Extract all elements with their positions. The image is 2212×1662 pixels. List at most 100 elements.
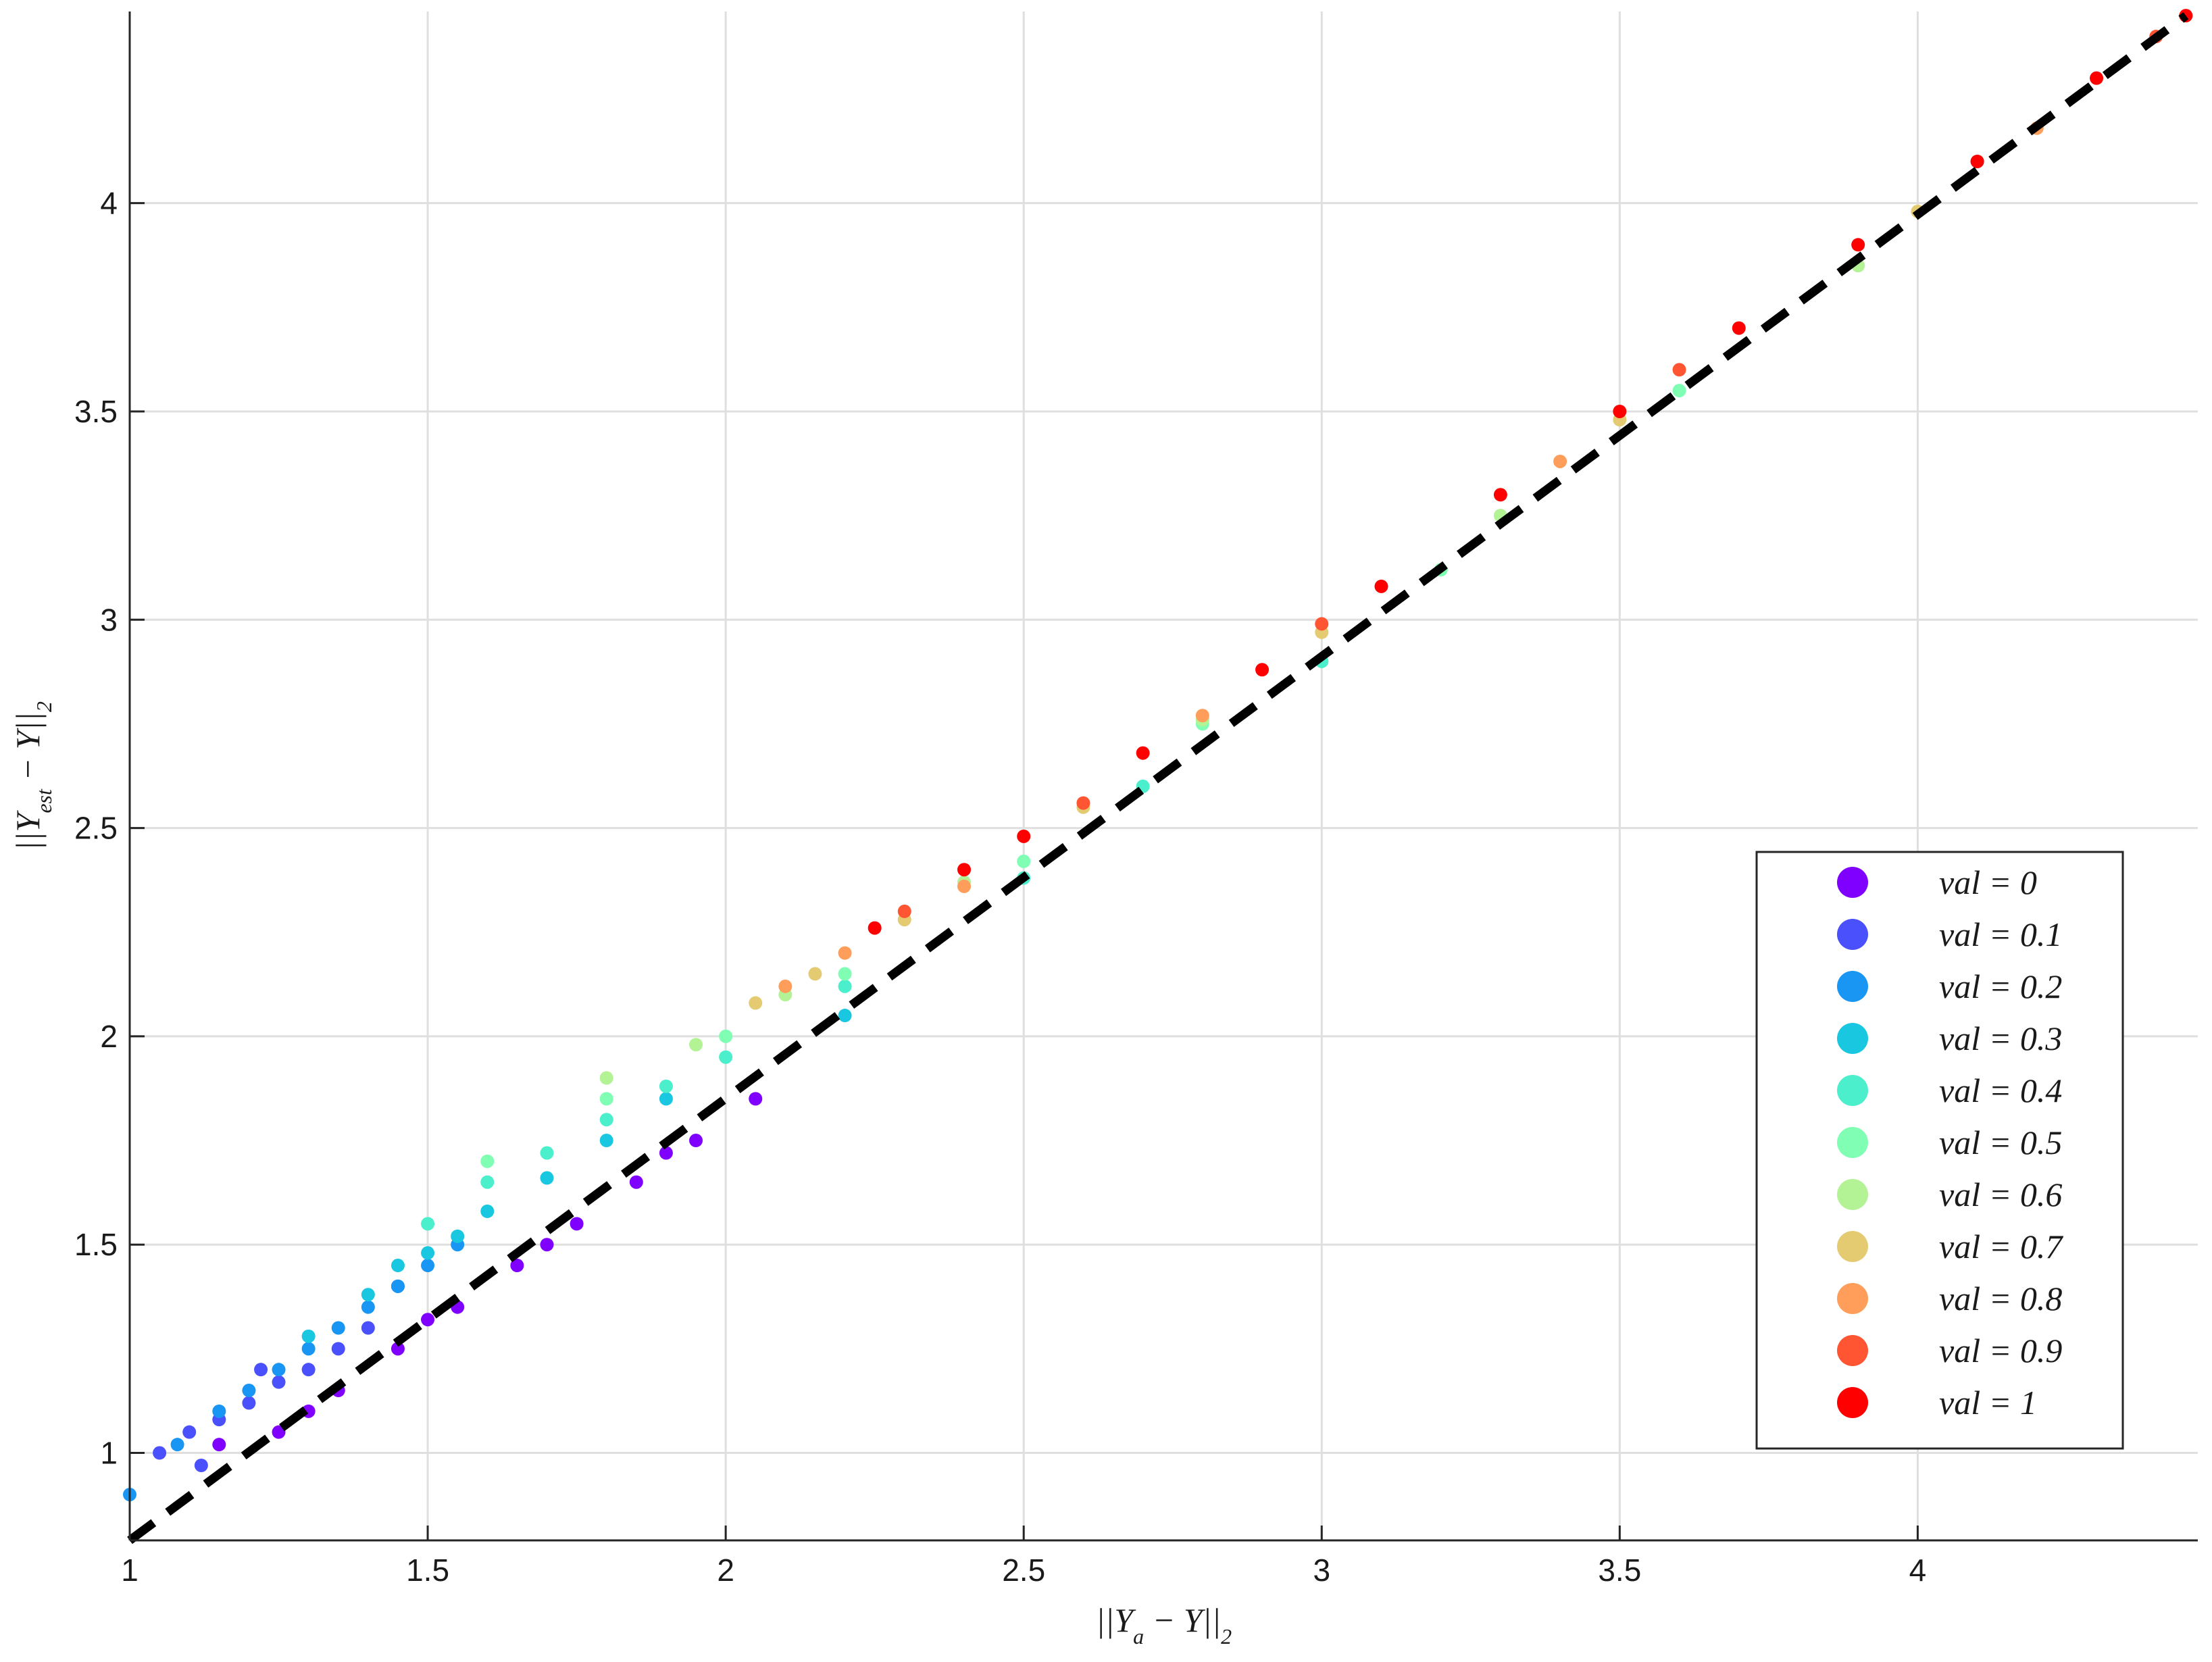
point — [719, 1050, 733, 1064]
legend-label: val = 0.4 — [1939, 1072, 2062, 1109]
legend-marker — [1837, 1335, 1868, 1366]
point — [1017, 829, 1031, 843]
point — [480, 1204, 495, 1218]
point — [194, 1459, 208, 1473]
x-tick-label: 3 — [1313, 1553, 1330, 1588]
point — [1136, 746, 1150, 760]
point — [301, 1342, 316, 1356]
y-axis-label: ||Yest − Y||2 — [9, 701, 56, 851]
point — [391, 1279, 405, 1293]
point — [331, 1342, 345, 1356]
point — [540, 1171, 554, 1185]
point — [749, 1092, 763, 1106]
legend-label: val = 0.1 — [1939, 915, 2062, 953]
legend-label: val = 0.3 — [1939, 1019, 2062, 1057]
legend-label: val = 0.5 — [1939, 1124, 2062, 1161]
x-tick-label: 1 — [121, 1553, 139, 1588]
point — [510, 1259, 524, 1273]
point — [1672, 384, 1686, 398]
axes-layer: 1 1.5 2 2.5 3 3.5 4 1 1.5 2 2.5 3 3.5 4 ||Ya − Y||2 ||Y… — [9, 11, 2198, 1648]
y-tick-label: 1.5 — [74, 1227, 118, 1262]
x-tick-label: 1.5 — [406, 1553, 449, 1588]
y-tick-label: 2 — [100, 1019, 118, 1054]
x-axis-label: ||Ya − Y||2 — [1096, 1601, 1232, 1648]
point — [301, 1363, 316, 1377]
x-tick-label: 3.5 — [1598, 1553, 1641, 1588]
point — [182, 1425, 197, 1439]
reference-line — [127, 11, 2189, 1544]
point — [659, 1146, 673, 1160]
point — [749, 996, 763, 1010]
legend-marker — [1837, 1075, 1868, 1106]
point — [480, 1154, 495, 1168]
point — [480, 1175, 495, 1189]
point — [212, 1438, 226, 1452]
point — [599, 1092, 613, 1106]
point — [254, 1363, 268, 1377]
x-axis-label-part: a — [1133, 1624, 1144, 1648]
y-tick-label: 1 — [100, 1436, 118, 1471]
grid-layer — [128, 11, 2198, 1540]
legend-label: val = 0 — [1939, 863, 2037, 901]
point — [421, 1217, 435, 1231]
point — [897, 904, 911, 918]
point — [242, 1384, 256, 1398]
point — [421, 1313, 435, 1327]
point — [1553, 454, 1567, 468]
legend-marker — [1837, 1127, 1868, 1158]
legend-label: val = 0.2 — [1939, 967, 2062, 1005]
x-tick-label: 4 — [1909, 1553, 1927, 1588]
point — [391, 1259, 405, 1273]
point — [689, 1038, 703, 1052]
x-tick-label: 2 — [717, 1553, 734, 1588]
point — [1613, 404, 1627, 418]
legend-marker — [1837, 919, 1868, 950]
point — [838, 946, 852, 960]
point — [361, 1300, 375, 1314]
point — [659, 1092, 673, 1106]
point — [629, 1175, 643, 1189]
y-tick-label: 4 — [100, 186, 118, 221]
y-tick-label: 2.5 — [74, 811, 118, 846]
point — [1851, 238, 1865, 252]
legend-label: val = 0.7 — [1939, 1228, 2063, 1265]
marks-layer — [123, 9, 2193, 1544]
legend-marker — [1837, 867, 1868, 898]
point — [272, 1375, 286, 1389]
point — [838, 1009, 852, 1023]
point — [1195, 709, 1209, 723]
legend-marker — [1837, 1283, 1868, 1314]
point — [272, 1425, 286, 1439]
y-tick-label: 3 — [100, 602, 118, 637]
point — [301, 1329, 316, 1343]
point — [1672, 363, 1686, 377]
point — [599, 1113, 613, 1127]
legend-label: val = 0.8 — [1939, 1280, 2062, 1317]
y-axis-label-part: ||Y — [9, 809, 47, 850]
point — [1255, 663, 1270, 677]
point — [659, 1079, 673, 1093]
point — [2090, 71, 2104, 85]
point — [1076, 796, 1090, 810]
point — [689, 1134, 703, 1148]
point — [391, 1342, 405, 1356]
point — [719, 1029, 733, 1043]
point — [957, 863, 971, 877]
point — [778, 979, 793, 993]
legend-marker — [1837, 1231, 1868, 1262]
point — [1017, 854, 1031, 868]
point — [212, 1404, 226, 1418]
point — [838, 979, 852, 993]
point — [170, 1438, 184, 1452]
point — [540, 1146, 554, 1160]
y-tick-label: 3.5 — [74, 394, 118, 429]
point — [153, 1446, 167, 1460]
point — [838, 967, 852, 981]
point — [421, 1259, 435, 1273]
x-tick-label: 2.5 — [1002, 1553, 1045, 1588]
legend-marker — [1837, 1387, 1868, 1418]
point — [570, 1217, 584, 1231]
point — [451, 1229, 465, 1243]
